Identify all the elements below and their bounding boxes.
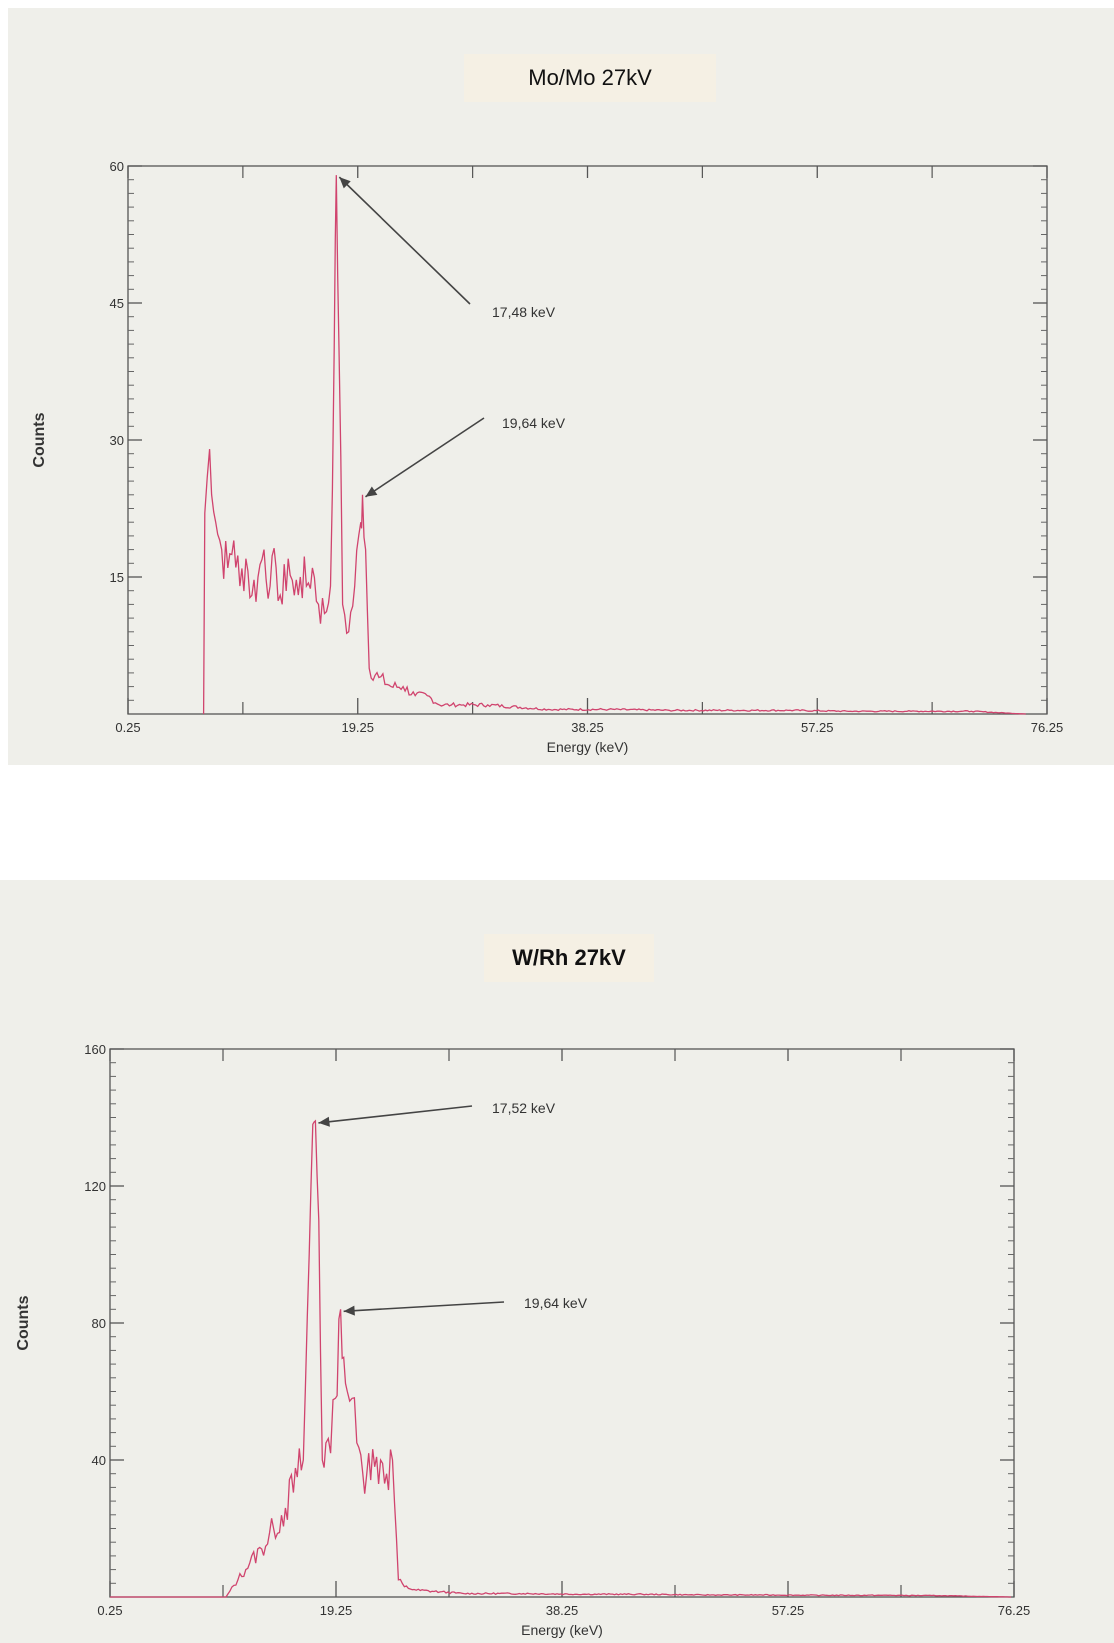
x-axis-label: Energy (keV) [547,739,629,755]
x-tick-label: 76.25 [998,1603,1031,1618]
x-tick-label: 57.25 [801,720,834,735]
x-tick-label: 0.25 [115,720,140,735]
plot-frame [109,1048,1015,1598]
y-axis-label: Counts [15,1295,32,1350]
annotation-arrow-head [339,177,351,189]
y-tick-label: 120 [84,1179,106,1194]
annotation-label: 17,52 keV [492,1100,556,1116]
annotation-arrow-head [343,1305,355,1316]
chart-title: W/Rh 27kV [484,934,654,982]
x-tick-label: 38.25 [546,1603,579,1618]
spectrum-chart-mo-mo: 15 30 45 60 0.25 19.25 38.25 57.25 76.25 Energy (… [31,159,1064,755]
y-tick-label: 30 [110,433,124,448]
annotation-arrow-line [365,417,485,498]
x-axis-label: Energy (keV) [521,1622,603,1638]
annotation-arrow-line [318,1105,473,1124]
y-tick-label: 160 [84,1042,106,1057]
annotation-label: 19,64 keV [502,415,566,431]
chart-panel-w-rh [0,880,1114,1643]
x-tick-label: 19.25 [320,1603,353,1618]
y-axis-label: Counts [31,412,48,467]
spectrum-line [202,175,1026,715]
spectrum-line [110,1119,1011,1598]
annotation-label: 19,64 keV [524,1295,588,1311]
y-tick-label: 60 [110,159,124,174]
x-tick-label: 38.25 [571,720,604,735]
y-tick-label: 45 [110,296,124,311]
x-tick-label: 57.25 [772,1603,805,1618]
chart-title: Mo/Mo 27kV [464,54,716,102]
annotation-label: 17,48 keV [492,304,556,320]
x-tick-label: 76.25 [1031,720,1064,735]
x-tick-label: 0.25 [97,1603,122,1618]
y-tick-label: 15 [110,570,124,585]
y-tick-label: 80 [92,1316,106,1331]
x-tick-label: 19.25 [341,720,374,735]
annotation-arrow-head [318,1116,330,1127]
chart-panel-mo-mo [8,8,1114,765]
annotation-arrow-line [338,176,471,305]
annotation-arrow-line [343,1301,505,1313]
annotation-arrow-head [365,486,378,497]
y-tick-label: 40 [92,1453,106,1468]
